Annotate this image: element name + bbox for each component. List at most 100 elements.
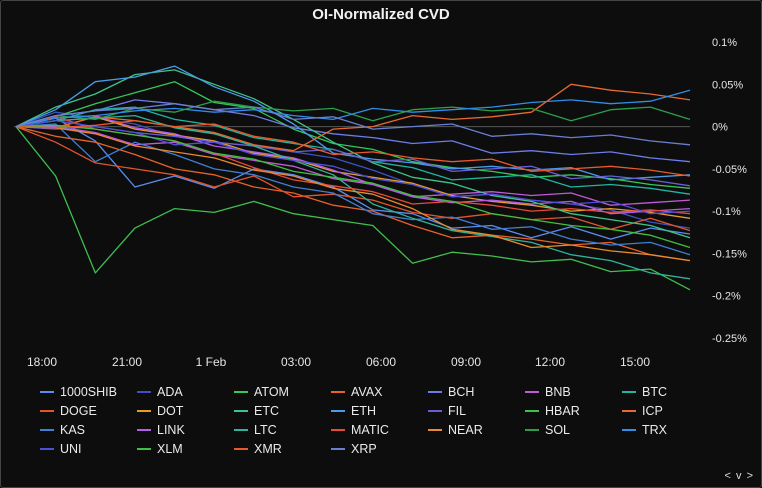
x-tick-label: 06:00 <box>366 355 396 369</box>
x-tick-label: 18:00 <box>27 355 57 369</box>
legend-label: ATOM <box>254 385 289 399</box>
legend-swatch <box>40 391 54 393</box>
legend-item[interactable]: LINK <box>137 423 185 437</box>
series-line-bnb <box>16 125 691 206</box>
legend-label: XLM <box>157 442 183 456</box>
legend-swatch <box>234 410 248 412</box>
x-tick-label: 03:00 <box>281 355 311 369</box>
y-tick-label: -0.05% <box>712 164 747 176</box>
legend-label: FIL <box>448 404 467 418</box>
legend-item[interactable]: AVAX <box>331 385 383 399</box>
legend-swatch <box>40 429 54 431</box>
legend-item[interactable]: ETH <box>331 404 376 418</box>
series-line-avax <box>15 125 691 262</box>
legend-item[interactable]: XMR <box>234 442 282 456</box>
x-tick-label: 15:00 <box>620 355 650 369</box>
x-tick-label: 12:00 <box>535 355 565 369</box>
x-tick-label: 09:00 <box>451 355 481 369</box>
legend-label: LINK <box>157 423 185 437</box>
legend-item[interactable]: SOL <box>525 423 570 437</box>
series-line-1000shib <box>15 117 691 240</box>
legend-item[interactable]: TRX <box>622 423 667 437</box>
series-line-ada <box>15 111 691 229</box>
legend-swatch <box>331 429 345 431</box>
legend-item[interactable]: 1000SHIB <box>40 385 117 399</box>
legend-swatch <box>234 448 248 450</box>
legend-label: ETC <box>254 404 279 418</box>
legend-swatch <box>234 391 248 393</box>
legend-label: MATIC <box>351 423 389 437</box>
legend-label: DOGE <box>60 404 97 418</box>
series-line-xmr <box>15 120 691 177</box>
legend-swatch <box>622 410 636 412</box>
x-tick-label: 21:00 <box>112 355 142 369</box>
chart-nav-button[interactable]: < v > <box>724 470 754 482</box>
legend-item[interactable]: BNB <box>525 385 571 399</box>
legend-label: DOT <box>157 404 184 418</box>
series-line-xrp <box>15 103 691 146</box>
series-line-icp <box>15 83 691 152</box>
series-line-hbar <box>15 126 691 291</box>
series-line-uni <box>15 120 691 215</box>
legend-swatch <box>525 429 539 431</box>
legend-label: ETH <box>351 404 376 418</box>
legend-item[interactable]: DOGE <box>40 404 97 418</box>
y-tick-label: 0.1% <box>712 37 737 49</box>
legend-item[interactable]: ETC <box>234 404 279 418</box>
series-line-atom <box>15 81 691 189</box>
x-tick-label: 1 Feb <box>196 355 227 369</box>
legend-swatch <box>428 391 442 393</box>
legend-swatch <box>622 391 636 393</box>
y-tick-label: 0.05% <box>712 79 743 91</box>
legend-label: NEAR <box>448 423 483 437</box>
legend-label: BNB <box>545 385 571 399</box>
legend-item[interactable]: XLM <box>137 442 183 456</box>
legend-item[interactable]: XRP <box>331 442 377 456</box>
legend-item[interactable]: FIL <box>428 404 466 418</box>
series-line-kas <box>15 123 691 256</box>
legend-swatch <box>331 391 345 393</box>
legend-label: LTC <box>254 423 277 437</box>
legend-item[interactable]: UNI <box>40 442 82 456</box>
legend-swatch <box>622 429 636 431</box>
legend-label: HBAR <box>545 404 580 418</box>
legend-item[interactable]: ATOM <box>234 385 289 399</box>
legend-item[interactable]: NEAR <box>428 423 483 437</box>
legend-item[interactable]: HBAR <box>525 404 580 418</box>
legend-item[interactable]: BCH <box>428 385 474 399</box>
legend-swatch <box>428 429 442 431</box>
legend-label: XMR <box>254 442 282 456</box>
y-tick-label: -0.2% <box>712 291 741 303</box>
legend-swatch <box>137 448 151 450</box>
y-tick-label: -0.1% <box>712 206 741 218</box>
legend-item[interactable]: LTC <box>234 423 277 437</box>
legend-swatch <box>428 410 442 412</box>
legend-swatch <box>525 391 539 393</box>
series-line-trx <box>15 89 691 128</box>
legend-label: ADA <box>157 385 183 399</box>
legend-label: BCH <box>448 385 475 399</box>
legend-item[interactable]: KAS <box>40 423 85 437</box>
chart-title: OI-Normalized CVD <box>312 6 450 23</box>
legend-label: 1000SHIB <box>60 385 117 399</box>
legend-swatch <box>40 410 54 412</box>
legend-item[interactable]: MATIC <box>331 423 389 437</box>
legend-label: AVAX <box>351 385 383 399</box>
legend-swatch <box>137 410 151 412</box>
legend-swatch <box>525 410 539 412</box>
y-tick-label: -0.15% <box>712 248 747 260</box>
series-line-dot <box>15 116 691 219</box>
legend-swatch <box>234 429 248 431</box>
y-tick-label: 0% <box>712 122 728 134</box>
legend-item[interactable]: ICP <box>622 404 663 418</box>
legend-item[interactable]: DOT <box>137 404 183 418</box>
legend-swatch <box>137 391 151 393</box>
legend-label: UNI <box>60 442 82 456</box>
series-line-doge <box>15 125 691 232</box>
legend-label: SOL <box>545 423 571 437</box>
legend-item[interactable]: ADA <box>137 385 183 399</box>
legend-swatch <box>331 410 345 412</box>
legend-label: TRX <box>642 423 667 437</box>
legend-item[interactable]: BTC <box>622 385 667 399</box>
